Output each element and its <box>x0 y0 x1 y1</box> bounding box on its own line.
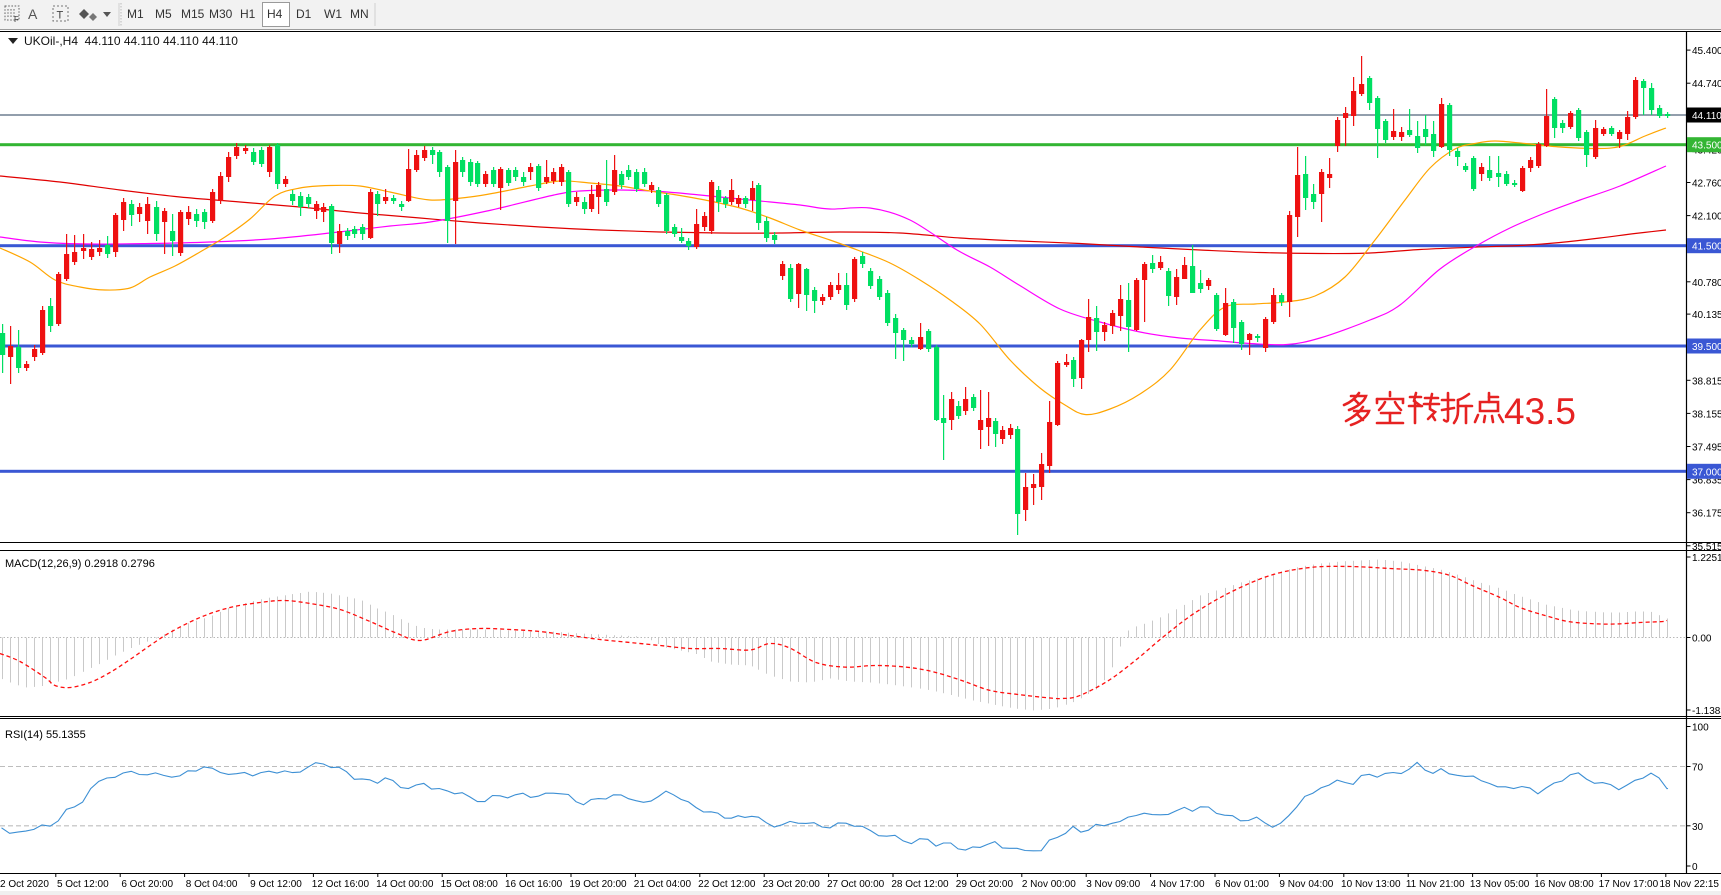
svg-text:A: A <box>28 6 38 22</box>
svg-text:22 Oct 12:00: 22 Oct 12:00 <box>698 879 756 890</box>
svg-text:36.835: 36.835 <box>1692 476 1721 487</box>
svg-text:2 Nov 00:00: 2 Nov 00:00 <box>1022 879 1076 890</box>
svg-text:38.815: 38.815 <box>1692 376 1721 387</box>
svg-text:35.515: 35.515 <box>1692 542 1721 553</box>
svg-text:28 Oct 12:00: 28 Oct 12:00 <box>891 879 949 890</box>
svg-text:15 Oct 08:00: 15 Oct 08:00 <box>441 879 499 890</box>
svg-text:0: 0 <box>1692 862 1698 873</box>
svg-text:30: 30 <box>1692 822 1704 833</box>
svg-text:8 Oct 04:00: 8 Oct 04:00 <box>186 879 238 890</box>
svg-text:UKOil-,H4 44.110 44.110 44.11: UKOil-,H4 44.110 44.110 44.110 44.110 <box>24 34 238 48</box>
svg-text:11 Nov 21:00: 11 Nov 21:00 <box>1406 879 1465 890</box>
svg-text:6 Oct 20:00: 6 Oct 20:00 <box>121 879 173 890</box>
svg-text:45.400: 45.400 <box>1692 46 1721 57</box>
svg-text:39.500: 39.500 <box>1692 342 1721 353</box>
svg-text:0.00: 0.00 <box>1692 634 1712 645</box>
svg-text:13 Nov 05:00: 13 Nov 05:00 <box>1470 879 1530 890</box>
svg-text:37.495: 37.495 <box>1692 443 1721 454</box>
svg-text:4 Nov 17:00: 4 Nov 17:00 <box>1151 879 1205 890</box>
svg-text:-1.1383: -1.1383 <box>1692 706 1721 717</box>
svg-text:16 Oct 16:00: 16 Oct 16:00 <box>505 879 563 890</box>
svg-text:T: T <box>57 10 64 22</box>
svg-text:9 Oct 12:00: 9 Oct 12:00 <box>250 879 302 890</box>
svg-text:43.500: 43.500 <box>1692 141 1721 152</box>
svg-text:41.500: 41.500 <box>1692 242 1721 253</box>
svg-text:14 Oct 00:00: 14 Oct 00:00 <box>376 879 434 890</box>
svg-text:42.760: 42.760 <box>1692 179 1721 190</box>
svg-text:16 Nov 08:00: 16 Nov 08:00 <box>1534 879 1594 890</box>
svg-text:40.135: 40.135 <box>1692 310 1721 321</box>
svg-text:43.5: 43.5 <box>1504 391 1576 432</box>
svg-text:44.110: 44.110 <box>1692 111 1721 122</box>
svg-text:10 Nov 13:00: 10 Nov 13:00 <box>1341 879 1401 890</box>
svg-text:36.175: 36.175 <box>1692 509 1721 520</box>
svg-text:27 Oct 00:00: 27 Oct 00:00 <box>827 879 885 890</box>
svg-text:3 Nov 09:00: 3 Nov 09:00 <box>1086 879 1140 890</box>
svg-text:23 Oct 20:00: 23 Oct 20:00 <box>763 879 821 890</box>
svg-text:70: 70 <box>1692 763 1704 774</box>
svg-text:1.2251: 1.2251 <box>1692 553 1721 564</box>
svg-text:6 Nov 01:00: 6 Nov 01:00 <box>1215 879 1269 890</box>
svg-text:21 Oct 04:00: 21 Oct 04:00 <box>634 879 692 890</box>
svg-text:19 Oct 20:00: 19 Oct 20:00 <box>569 879 627 890</box>
svg-text:12 Oct 16:00: 12 Oct 16:00 <box>312 879 370 890</box>
svg-text:38.155: 38.155 <box>1692 409 1721 420</box>
svg-text:F: F <box>14 15 19 24</box>
svg-text:37.000: 37.000 <box>1692 467 1721 478</box>
svg-text:MACD(12,26,9) 0.2918 0.2796: MACD(12,26,9) 0.2918 0.2796 <box>5 558 155 570</box>
svg-text:29 Oct 20:00: 29 Oct 20:00 <box>956 879 1014 890</box>
svg-text:42.100: 42.100 <box>1692 212 1721 223</box>
svg-text:100: 100 <box>1692 723 1709 734</box>
svg-text:9 Nov 04:00: 9 Nov 04:00 <box>1279 879 1333 890</box>
svg-text:RSI(14) 55.1355: RSI(14) 55.1355 <box>5 729 86 741</box>
svg-text:40.780: 40.780 <box>1692 278 1721 289</box>
svg-text:5 Oct 12:00: 5 Oct 12:00 <box>57 879 109 890</box>
svg-text:2 Oct 2020: 2 Oct 2020 <box>0 879 49 890</box>
svg-text:44.740: 44.740 <box>1692 79 1721 90</box>
svg-text:17 Nov 17:00: 17 Nov 17:00 <box>1599 879 1659 890</box>
svg-text:18 Nov 22:15: 18 Nov 22:15 <box>1660 879 1720 890</box>
